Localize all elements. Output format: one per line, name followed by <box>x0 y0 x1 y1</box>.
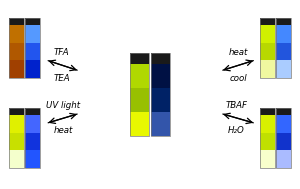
Bar <box>260 18 275 25</box>
Bar <box>9 115 24 133</box>
Bar <box>9 150 24 168</box>
Bar <box>26 108 40 168</box>
Bar <box>130 88 149 112</box>
Bar <box>260 108 275 115</box>
Bar <box>26 25 40 43</box>
Bar <box>26 18 40 25</box>
Text: TFA: TFA <box>54 48 70 57</box>
Bar <box>9 108 24 168</box>
Bar <box>130 112 149 136</box>
Bar <box>276 150 291 168</box>
Bar <box>151 64 170 88</box>
Bar <box>276 108 291 115</box>
Bar <box>9 60 24 78</box>
Text: heat: heat <box>228 48 248 57</box>
Bar <box>151 112 170 136</box>
Bar <box>151 88 170 112</box>
Bar <box>9 43 24 60</box>
Bar <box>276 108 291 168</box>
Text: TBAF: TBAF <box>226 101 247 110</box>
Bar <box>9 18 24 25</box>
Bar <box>260 133 275 150</box>
Text: heat: heat <box>54 126 73 135</box>
Bar <box>26 115 40 133</box>
Text: H₂O: H₂O <box>228 126 245 135</box>
Bar <box>260 150 275 168</box>
Bar <box>276 115 291 133</box>
Bar <box>151 53 170 64</box>
Bar <box>276 18 291 78</box>
Bar <box>130 53 149 136</box>
Bar <box>26 43 40 60</box>
Text: TEA: TEA <box>54 74 70 83</box>
Bar <box>260 18 275 78</box>
Bar <box>260 25 275 43</box>
Bar <box>260 43 275 60</box>
Bar <box>130 53 149 64</box>
Bar <box>9 108 24 115</box>
Bar <box>9 133 24 150</box>
Text: UV light: UV light <box>46 101 80 110</box>
Bar <box>276 43 291 60</box>
Bar <box>260 115 275 133</box>
Bar <box>9 25 24 43</box>
Bar <box>151 53 170 136</box>
Bar <box>276 18 291 25</box>
Bar <box>130 64 149 88</box>
Bar <box>276 133 291 150</box>
Bar <box>260 108 275 168</box>
Bar <box>26 18 40 78</box>
Bar <box>26 150 40 168</box>
Bar <box>276 25 291 43</box>
Bar <box>26 108 40 115</box>
Text: cool: cool <box>229 74 247 83</box>
Bar <box>26 60 40 78</box>
Bar <box>26 133 40 150</box>
Bar <box>9 18 24 78</box>
Bar <box>260 60 275 78</box>
Bar <box>276 60 291 78</box>
